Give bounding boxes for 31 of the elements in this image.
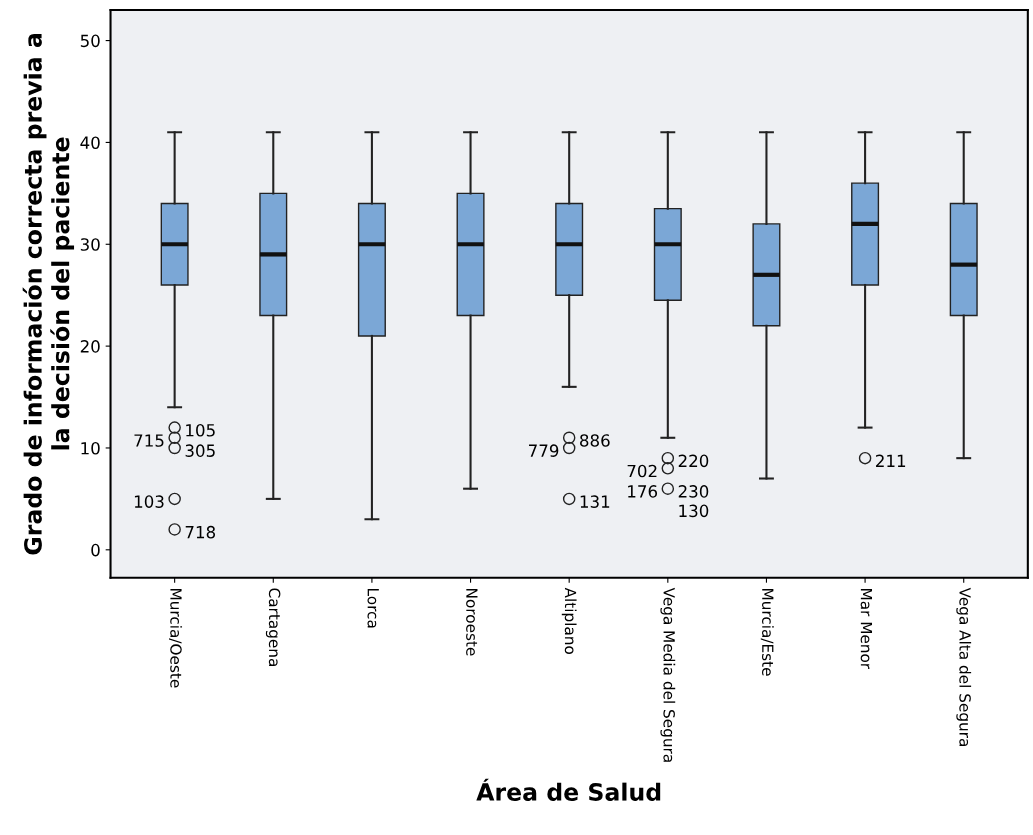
- y-tick-label: 10: [81, 441, 100, 455]
- x-tick-label: Noroeste: [466, 589, 478, 656]
- x-tick-label: Altiplano: [561, 587, 577, 654]
- annotation: 130: [679, 504, 709, 518]
- y-tick-label: 30: [80, 238, 100, 251]
- annotation: 715: [134, 434, 164, 447]
- x-axis-title: Área de Salud: [476, 778, 661, 801]
- annotation: 779: [529, 444, 559, 457]
- x-tick-label: Murcia/Este: [760, 589, 774, 676]
- annotation: 211: [876, 454, 906, 467]
- y-tick-label: 0: [91, 543, 100, 557]
- annotation: 886: [580, 434, 610, 447]
- annotation: 305: [185, 444, 215, 457]
- annotation: 230: [678, 485, 709, 498]
- annotation: 718: [185, 525, 216, 539]
- y-tick-label: 50: [80, 34, 100, 48]
- y-tick-label: 20: [80, 340, 100, 353]
- x-tick-label: Mar Menor: [860, 589, 873, 670]
- annotation: 176: [628, 485, 658, 498]
- x-tick-label: Murcia/Oeste: [169, 589, 183, 688]
- x-tick-label: Vega Alta del Segura: [956, 587, 972, 746]
- y-tick-label: 40: [80, 136, 100, 149]
- x-tick-label: Lorca: [367, 589, 379, 628]
- annotation: 131: [580, 495, 610, 508]
- y-axis-title: Grado de información correcta previa a la decisión del paciente: [22, 34, 75, 555]
- x-tick-label: Cartagena: [265, 588, 281, 666]
- annotation: 702: [627, 464, 657, 478]
- annotation: 220: [678, 454, 709, 468]
- x-tick-label: Vega Media del Segura: [660, 587, 676, 762]
- annotation: 103: [134, 495, 164, 508]
- annotation: 105: [186, 423, 215, 437]
